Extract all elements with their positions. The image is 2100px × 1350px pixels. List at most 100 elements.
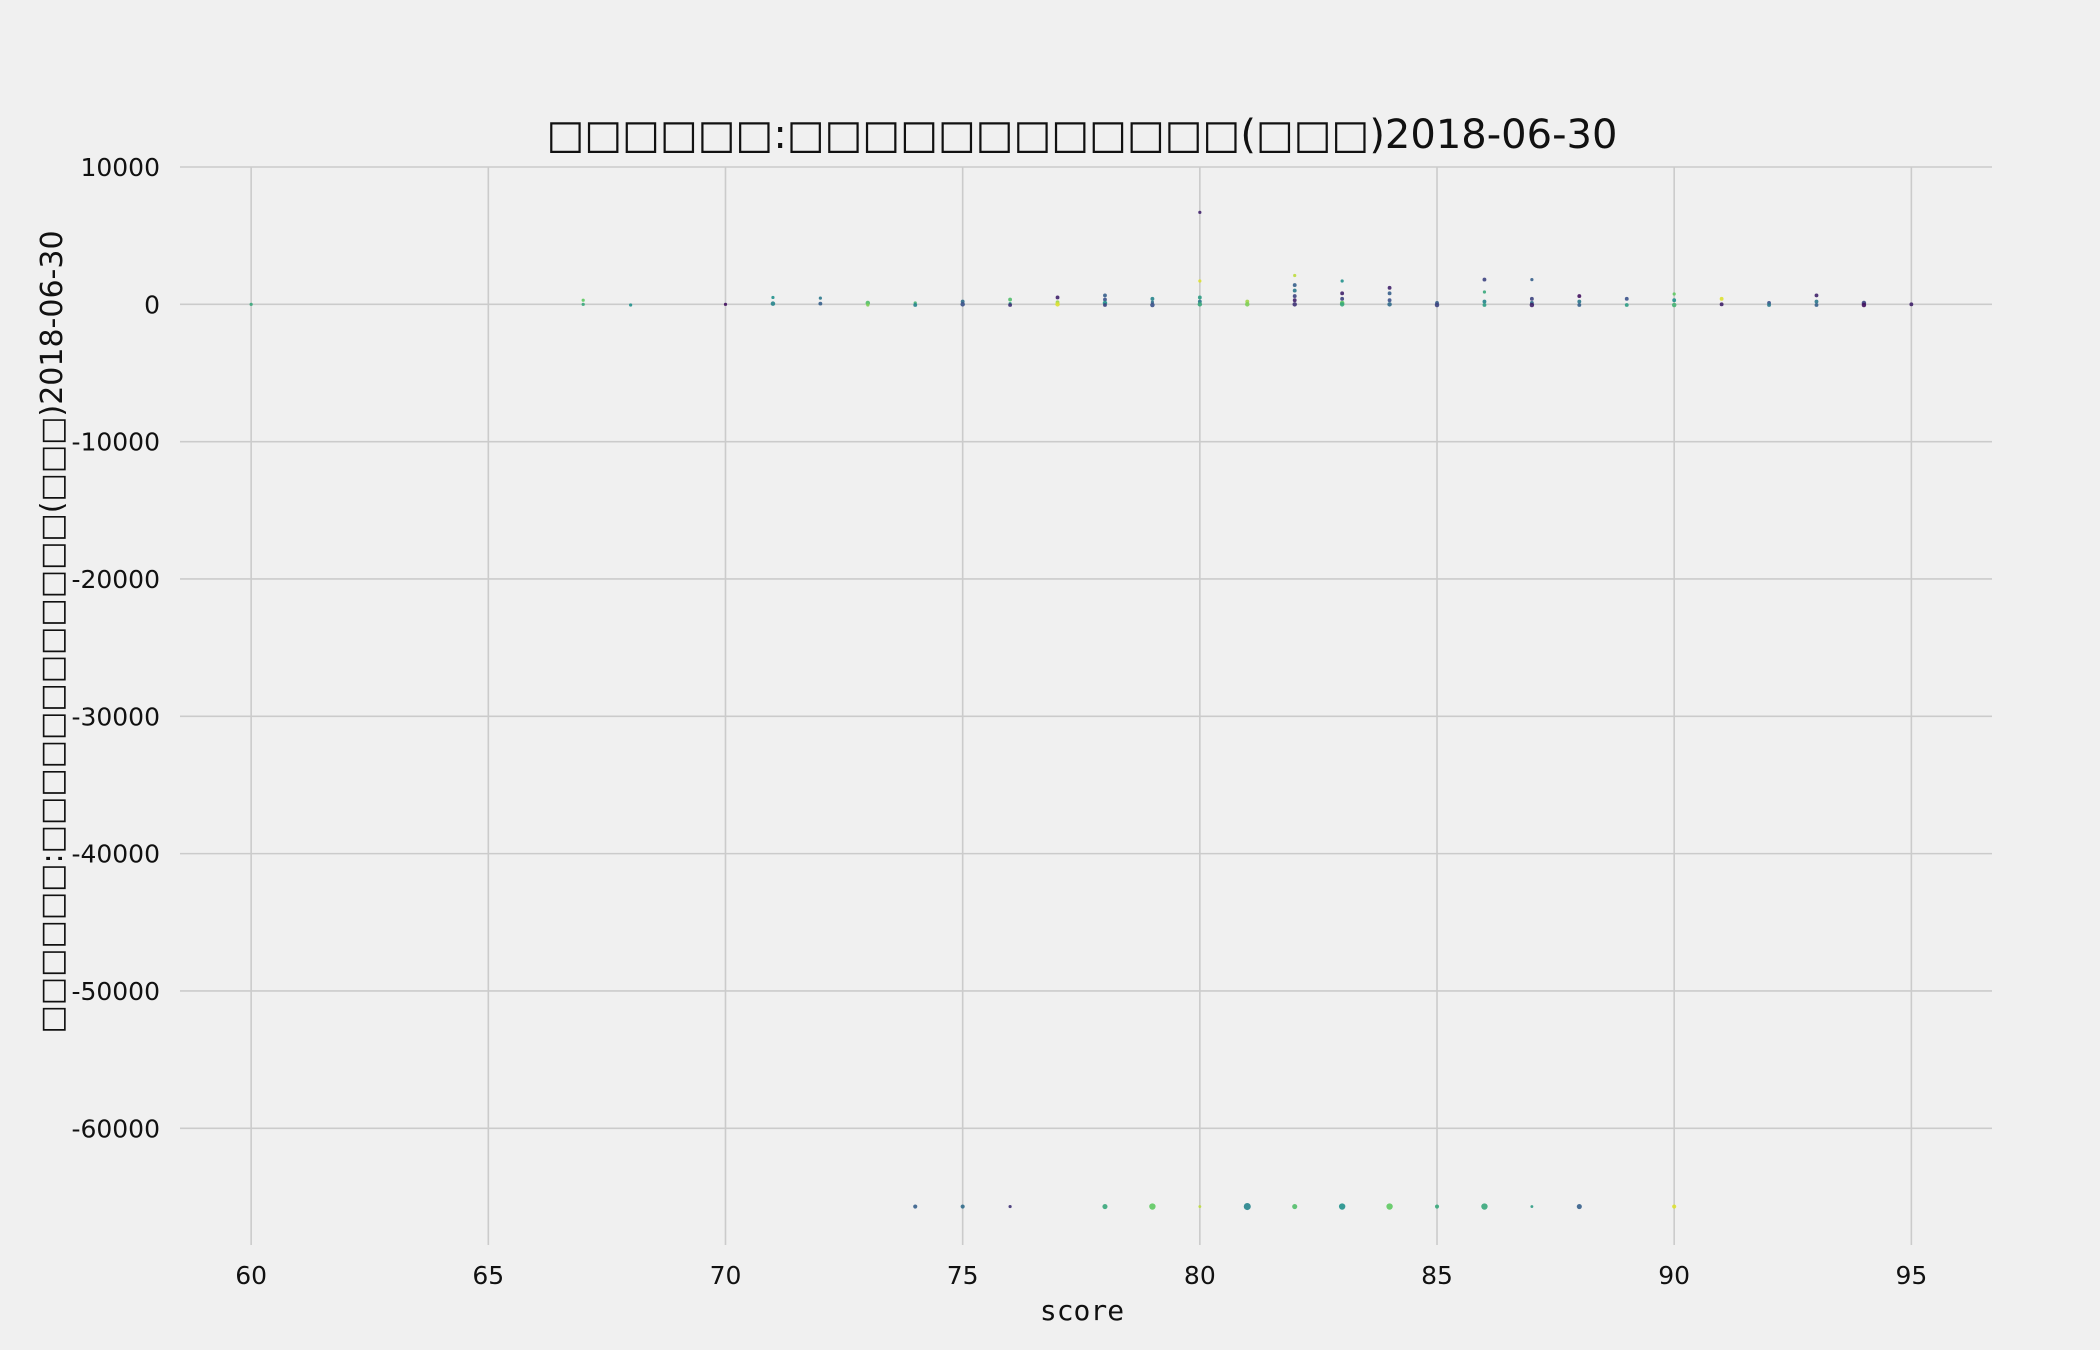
data-point [1671,302,1677,308]
data-point [1576,1203,1582,1210]
data-point [1624,303,1629,307]
data-point [1149,1203,1156,1210]
tick-labels: 60 65 70 75 80 85 90 95 10000 0 -10000 -20000 -30000… [71,153,1927,1290]
data-point [1386,1203,1393,1210]
data-point [866,303,870,307]
data-point [1008,303,1013,307]
data-point [1434,302,1440,308]
data-point [629,303,633,307]
data-point [1008,297,1013,302]
y-tick-label: 10000 [80,153,160,182]
data-point [1672,298,1677,303]
data-point [1292,288,1297,293]
data-point [1338,1203,1346,1210]
x-tick-label: 95 [1895,1261,1927,1290]
data-point [1387,285,1392,290]
x-tick-label: 85 [1421,1261,1453,1290]
data-point [1103,303,1107,307]
data-point [1577,294,1582,299]
data-point [1340,291,1345,296]
y-tick-label: -10000 [71,428,160,457]
y-tick-label: -20000 [71,565,160,594]
data-point [1482,277,1487,282]
data-point [1292,302,1297,307]
data-point [1719,296,1724,301]
data-point [1055,302,1060,307]
data-point [960,1204,965,1209]
x-tick-label: 90 [1658,1261,1690,1290]
y-tick-label: -50000 [71,977,160,1006]
x-axis-label: score [1040,1294,1124,1327]
data-point [770,301,776,306]
data-point [1482,303,1487,307]
data-point [1292,283,1297,288]
data-point [1387,302,1392,307]
y-tick-label: 0 [144,290,160,319]
data-point [1814,293,1819,298]
data-point [1243,1203,1251,1211]
data-point [1198,1205,1202,1208]
y-tick-label: -60000 [71,1114,160,1143]
x-tick-label: 65 [472,1261,504,1290]
data-point [1909,302,1914,307]
y-axis-label: □□□□□□:□□□□□□□□□□□□(□□□)2018-06-30 [35,230,70,1033]
y-tick-label: -30000 [71,702,160,731]
x-tick-label: 75 [947,1261,979,1290]
data-point [1530,278,1534,282]
data-point [249,302,253,306]
chart-title: □□□□□□:□□□□□□□□□□□□(□□□)2018-06-30 [547,112,1618,158]
data-point [1767,303,1771,307]
data-point [1293,273,1297,278]
data-point [1861,302,1867,308]
data-point [1150,296,1155,301]
data-point [1481,1203,1488,1210]
data-point [771,295,775,300]
data-point [1719,302,1724,307]
data-point [960,302,965,307]
data-point [1197,302,1203,307]
data-point [1577,299,1582,304]
data-point [1529,302,1535,308]
data-point [1814,303,1819,307]
data-point [1292,298,1297,303]
data-point [1482,299,1487,304]
x-tick-label: 70 [710,1261,742,1290]
data-point [1530,1205,1534,1208]
data-point [1387,291,1392,296]
data-point [1198,210,1202,214]
data-point [913,303,918,307]
grid-lines [180,166,1992,1245]
data-point [913,1204,918,1209]
data-point [1624,296,1629,301]
data-point [1198,279,1202,283]
data-point [1340,296,1345,301]
data-point [1245,302,1250,307]
data-point [1387,298,1392,303]
data-point [1814,299,1819,304]
data-point [1103,297,1107,302]
data-point [581,298,585,302]
data-point [1434,1204,1440,1209]
data-point [1292,294,1297,299]
y-tick-label: -40000 [71,840,160,869]
data-point [581,302,585,306]
data-point [1055,295,1060,300]
x-tick-label: 60 [235,1261,267,1290]
data-point [1340,279,1344,283]
data-point [1339,302,1345,307]
data-point [1292,1203,1298,1210]
data-point [818,296,822,300]
data-point [1672,292,1676,296]
x-tick-label: 80 [1184,1261,1216,1290]
data-point [1150,302,1155,308]
data-point [1197,295,1202,300]
data-point [1102,1203,1108,1210]
data-point [1008,1204,1012,1209]
data-points [249,210,1914,1211]
data-point [723,302,728,306]
data-point [1482,290,1487,294]
data-point [1529,296,1534,301]
data-point [1672,1204,1677,1209]
data-point [1103,293,1107,298]
